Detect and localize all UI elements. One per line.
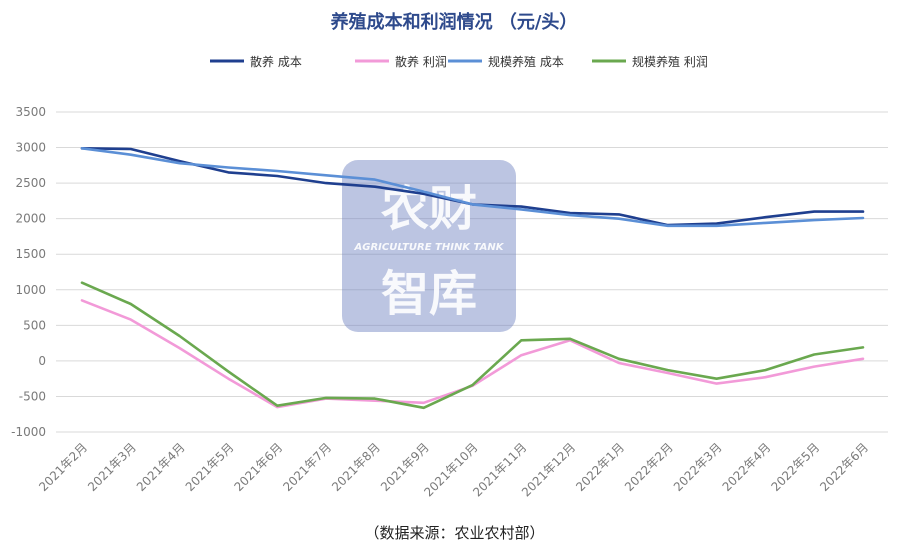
y-tick-label: 2500 (15, 176, 46, 190)
y-tick-label: 1500 (15, 247, 46, 261)
x-tick-label: 2021年3月 (85, 440, 139, 494)
watermark: 农财 AGRICULTURE THINK TANK 智库 (342, 160, 516, 332)
legend-label: 散养 利润 (395, 54, 447, 69)
y-tick-label: 0 (38, 354, 46, 368)
legend: 散养 成本 散养 利润 规模养殖 成本 规模养殖 利润 (210, 54, 708, 69)
y-tick-label: 1000 (15, 283, 46, 297)
x-tick-label: 2021年8月 (329, 440, 383, 494)
y-tick-label: -1000 (11, 425, 46, 439)
chart-title: 养殖成本和利润情况 （元/头） (330, 11, 578, 33)
x-tick-label: 2021年6月 (231, 440, 285, 494)
watermark-line3: 智库 (381, 266, 477, 322)
y-tick-label: -500 (19, 389, 46, 403)
series-line (80, 147, 865, 228)
x-tick-label: 2022年4月 (720, 440, 774, 494)
x-tick-label: 2022年6月 (817, 440, 871, 494)
y-tick-label: 500 (23, 318, 46, 332)
watermark-box (342, 160, 516, 332)
y-axis: -1000 -500 0 500 1000 1500 2000 2500 3000 3500 (11, 105, 46, 439)
x-tick-label: 2022年5月 (768, 440, 822, 494)
legend-label: 散养 成本 (250, 54, 302, 69)
x-tick-label: 2021年7月 (280, 440, 334, 494)
x-tick-label: 2022年2月 (622, 440, 676, 494)
x-axis: 2021年2月2021年3月2021年4月2021年5月2021年6月2021年… (36, 440, 871, 499)
series-line (80, 281, 865, 410)
legend-label: 规模养殖 成本 (488, 54, 564, 69)
data-source-note: （数据来源：农业农村部） (364, 524, 545, 542)
y-tick-label: 3500 (15, 105, 46, 119)
x-tick-label: 2022年3月 (671, 440, 725, 494)
x-tick-label: 2021年4月 (134, 440, 188, 494)
x-tick-label: 2021年5月 (183, 440, 237, 494)
y-tick-label: 2000 (15, 212, 46, 226)
grid (56, 111, 888, 433)
x-tick-label: 2022年1月 (573, 440, 627, 494)
x-tick-label: 2021年2月 (36, 440, 90, 494)
series-lines (80, 147, 865, 410)
y-tick-label: 3000 (15, 141, 46, 155)
watermark-line2: AGRICULTURE THINK TANK (354, 242, 505, 253)
legend-label: 规模养殖 利润 (632, 54, 708, 69)
